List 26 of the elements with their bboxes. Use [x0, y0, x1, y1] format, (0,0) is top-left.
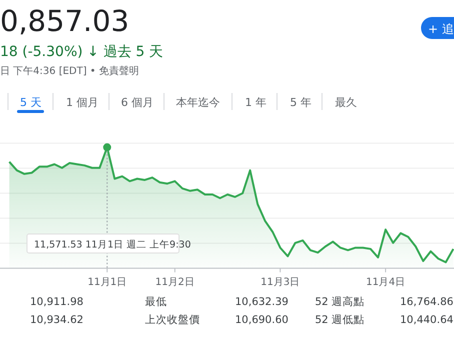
text: 52 週高點 — [315, 295, 365, 308]
text: 5 年 — [290, 96, 312, 109]
x-tick-label: 11月3日 — [260, 277, 300, 288]
text: 6 個月 — [121, 96, 154, 109]
annotation: 11,571.53 11月1日 週二 上午9:30 — [34, 238, 191, 250]
x-tick-label: 11月2日 — [155, 277, 194, 288]
text: 5 天 — [20, 96, 42, 109]
text: + 追 — [428, 22, 454, 36]
x-tick-label: 11月1日 — [88, 277, 127, 288]
text: 10,911.98 — [30, 296, 84, 308]
chart-subtitle: 18 (-5.30%) ↓ 過去 5 天 — [0, 44, 164, 60]
x-tick-label: 11月4日 — [366, 277, 406, 288]
text: 1 年 — [245, 96, 266, 109]
text: 上次收盤價 — [145, 313, 200, 326]
text: 52 週低點 — [315, 314, 365, 326]
text: 10,632.39 — [235, 296, 288, 308]
text: 10,440.64 — [400, 314, 454, 326]
text: 16,764.86 — [400, 296, 454, 308]
text: 最低 — [145, 296, 167, 308]
chart-title: 0,857.03 — [0, 4, 130, 38]
text: 10,690.60 — [235, 314, 288, 326]
text: 10,934.62 — [30, 314, 84, 326]
text: 日 下午4:36 [EDT] • 免責聲明 — [0, 65, 139, 77]
text: 最久 — [335, 96, 357, 109]
text: 1 個月 — [66, 96, 98, 109]
text: 本年迄今 — [176, 96, 220, 109]
